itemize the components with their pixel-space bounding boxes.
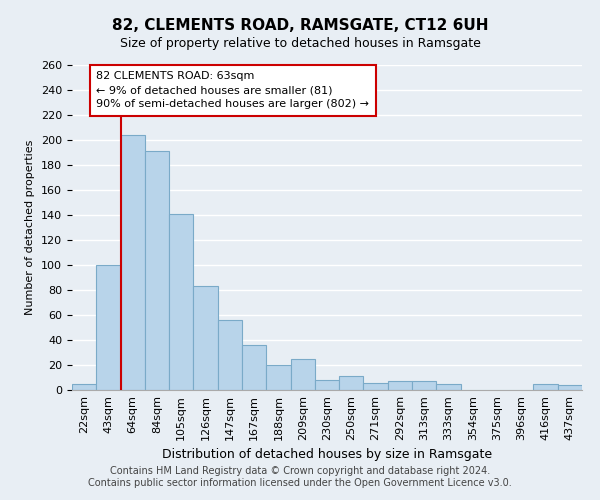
Y-axis label: Number of detached properties: Number of detached properties bbox=[25, 140, 35, 315]
Bar bbox=[558, 385, 582, 390]
Bar bbox=[218, 320, 242, 390]
Text: 82, CLEMENTS ROAD, RAMSGATE, CT12 6UH: 82, CLEMENTS ROAD, RAMSGATE, CT12 6UH bbox=[112, 18, 488, 32]
X-axis label: Distribution of detached houses by size in Ramsgate: Distribution of detached houses by size … bbox=[162, 448, 492, 462]
Bar bbox=[533, 384, 558, 390]
Text: 82 CLEMENTS ROAD: 63sqm
← 9% of detached houses are smaller (81)
90% of semi-det: 82 CLEMENTS ROAD: 63sqm ← 9% of detached… bbox=[96, 71, 369, 110]
Bar bbox=[388, 381, 412, 390]
Text: Size of property relative to detached houses in Ramsgate: Size of property relative to detached ho… bbox=[119, 38, 481, 51]
Bar bbox=[290, 359, 315, 390]
Bar bbox=[145, 151, 169, 390]
Bar bbox=[315, 380, 339, 390]
Bar bbox=[169, 214, 193, 390]
Bar bbox=[412, 381, 436, 390]
Bar bbox=[339, 376, 364, 390]
Bar bbox=[436, 384, 461, 390]
Bar bbox=[266, 365, 290, 390]
Bar bbox=[364, 382, 388, 390]
Bar bbox=[121, 135, 145, 390]
Bar bbox=[72, 384, 96, 390]
Text: Contains HM Land Registry data © Crown copyright and database right 2024.
Contai: Contains HM Land Registry data © Crown c… bbox=[88, 466, 512, 487]
Bar bbox=[242, 345, 266, 390]
Bar bbox=[96, 265, 121, 390]
Bar bbox=[193, 286, 218, 390]
